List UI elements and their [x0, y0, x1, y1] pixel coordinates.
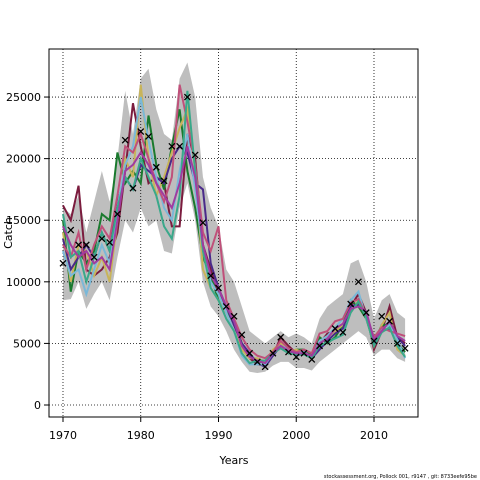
observed-point — [106, 238, 114, 246]
observed-point — [129, 184, 137, 192]
observed-point — [160, 177, 168, 185]
observed-point — [308, 355, 316, 363]
observed-point — [300, 349, 308, 357]
y-tick-label: 0 — [34, 399, 41, 412]
observed-point — [183, 93, 191, 101]
observed-point — [246, 349, 254, 357]
x-tick-label: 2010 — [360, 429, 388, 442]
observed-point — [176, 142, 184, 150]
observed-point — [199, 219, 207, 227]
observed-point — [292, 353, 300, 361]
observed-point — [362, 309, 370, 317]
observed-point — [253, 358, 261, 366]
footer: stockassessment.org, Pollock 001, r9147 … — [324, 474, 477, 480]
observed-point — [269, 349, 277, 357]
observed-point — [207, 272, 215, 280]
series-line — [62, 84, 406, 360]
observed-point — [152, 163, 160, 171]
observed-point — [347, 300, 355, 308]
observed-point — [191, 151, 199, 159]
observed-point — [331, 325, 339, 333]
observed-point — [323, 338, 331, 346]
observed-point — [113, 210, 121, 218]
observed-point — [378, 312, 386, 320]
y-tick-label: 25000 — [6, 91, 41, 104]
observed-point — [59, 259, 67, 267]
observed-point — [316, 342, 324, 350]
observed-point — [230, 312, 238, 320]
x-tick-label: 1980 — [127, 429, 155, 442]
observed-point — [98, 235, 106, 243]
observed-point — [277, 333, 285, 341]
observed-point — [137, 128, 145, 135]
observed-point — [238, 331, 246, 339]
observed-point — [82, 241, 90, 249]
series-line — [62, 146, 406, 365]
plot-frame — [48, 48, 419, 418]
observed-point — [90, 253, 98, 261]
observed-point — [261, 363, 269, 371]
observed-point — [386, 317, 394, 325]
y-tick-label: 15000 — [6, 214, 41, 227]
observed-point — [75, 241, 83, 249]
x-axis-label: Years — [218, 454, 248, 467]
x-tick-label: 1990 — [204, 429, 232, 442]
observed-point — [121, 136, 129, 144]
y-tick-label: 10000 — [6, 276, 41, 289]
observed-point — [401, 344, 409, 352]
observed-point — [168, 142, 176, 150]
y-tick-label: 20000 — [6, 153, 41, 166]
observed-point — [354, 278, 362, 286]
x-tick-label: 2000 — [282, 429, 310, 442]
observed-point — [370, 337, 378, 345]
observed-point — [145, 133, 152, 140]
y-axis-label: Catch — [2, 217, 15, 249]
observed-point — [393, 339, 401, 347]
observed-point — [67, 226, 75, 234]
observed-point — [215, 284, 222, 292]
observed-point — [339, 328, 347, 336]
y-tick-label: 5000 — [13, 337, 41, 350]
observed-point — [222, 302, 230, 310]
x-tick-label: 1970 — [49, 429, 77, 442]
observed-point — [285, 348, 292, 356]
